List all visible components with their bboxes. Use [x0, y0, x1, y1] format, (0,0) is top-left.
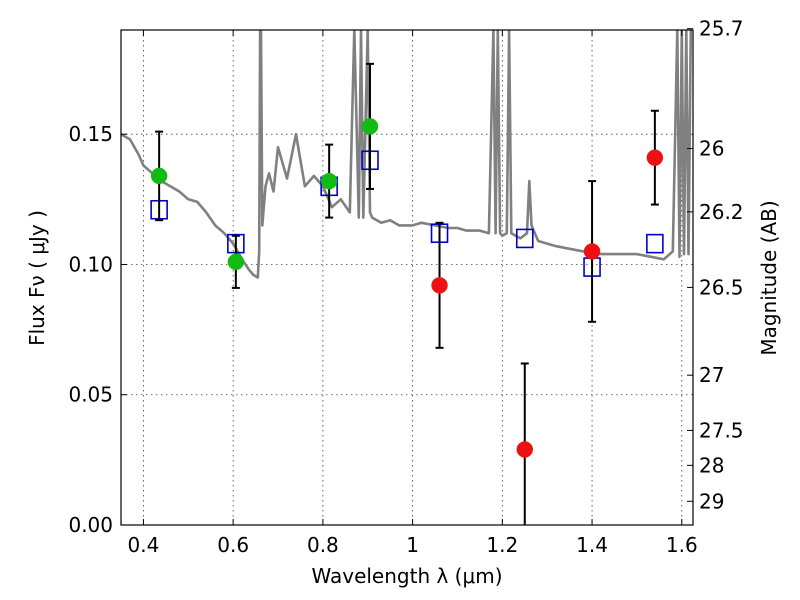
- y-tick-label: 0.00: [68, 513, 113, 537]
- y-tick-label: 0.05: [68, 383, 113, 407]
- y2-tick-label: 26.5: [699, 275, 744, 299]
- plot-frame: [120, 29, 694, 526]
- data-point: [150, 167, 168, 185]
- data-point: [583, 243, 601, 260]
- x-tick-label: 1.6: [666, 533, 698, 557]
- y2-tick-label: 27: [699, 363, 724, 387]
- data-point: [227, 253, 245, 271]
- data-point: [646, 149, 664, 166]
- y2-tick-label: 28: [699, 453, 724, 477]
- sed-curve: [121, 30, 693, 279]
- y-tick-label: 0.10: [68, 252, 113, 276]
- model-square-marker: [646, 233, 664, 254]
- x-tick-label: 1.4: [576, 533, 608, 557]
- x-tick-label: 0.4: [128, 533, 160, 557]
- x-axis-label: Wavelength λ (μm): [311, 564, 502, 588]
- grid: [121, 30, 693, 526]
- y2-tick-label: 27.5: [699, 418, 744, 442]
- y2-tick-label: 29: [699, 489, 724, 513]
- y2-axis-label: Magnitude (AB): [757, 200, 781, 355]
- data-point: [320, 172, 338, 190]
- y-tick-label: 0.15: [68, 122, 113, 146]
- y-axis-label: Flux Fν ( μJy ): [25, 210, 49, 346]
- model-square-marker: [515, 228, 534, 249]
- y2-tick-label: 26: [699, 137, 724, 161]
- x-axis: 0.4 0.6 0.8 1 1.2 1.4 1.6: [128, 30, 698, 557]
- sed-curve-layer: [121, 30, 693, 279]
- x-tick-label: 1: [406, 533, 419, 557]
- x-tick-label: 1.2: [486, 533, 518, 557]
- y2-tick-label: 26.2: [699, 200, 744, 224]
- data-point: [431, 277, 448, 294]
- marker-layer: [150, 62, 664, 525]
- x-tick-label: 0.6: [217, 533, 249, 557]
- x-tick-label: 0.8: [307, 533, 339, 557]
- y-axis-right: 25.7 26 26.2 26.5 27 27.5 28 29: [687, 17, 744, 513]
- data-point: [516, 441, 534, 458]
- y2-tick-label: 25.7: [699, 17, 744, 41]
- data-point: [361, 118, 379, 135]
- y-axis-left: 0.00 0.05 0.10 0.15: [68, 122, 127, 537]
